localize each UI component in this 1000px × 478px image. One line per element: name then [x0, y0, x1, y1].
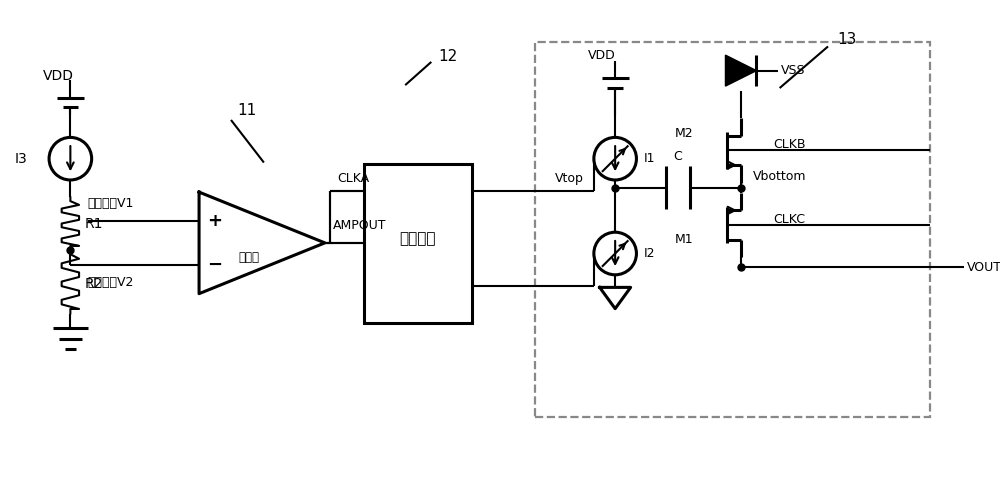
- Text: M1: M1: [675, 233, 694, 246]
- Text: +: +: [207, 212, 222, 229]
- Text: −: −: [207, 256, 222, 274]
- Bar: [364, 163, 472, 323]
- Text: AMPOUT: AMPOUT: [333, 219, 386, 232]
- Text: VOUT: VOUT: [966, 261, 1000, 273]
- Polygon shape: [725, 55, 756, 86]
- Text: 比较器: 比较器: [239, 251, 260, 264]
- Text: I2: I2: [644, 247, 656, 260]
- Text: 控制单元: 控制单元: [400, 231, 436, 246]
- Text: M2: M2: [675, 127, 694, 140]
- Text: Vbottom: Vbottom: [753, 170, 806, 183]
- Text: VDD: VDD: [43, 69, 74, 84]
- Text: R1: R1: [85, 217, 103, 230]
- Text: 12: 12: [438, 49, 457, 64]
- Bar: [535, 42, 930, 417]
- Text: R2: R2: [85, 276, 103, 291]
- Text: 13: 13: [838, 32, 857, 47]
- Text: CLKC: CLKC: [773, 213, 805, 226]
- Text: I1: I1: [644, 152, 656, 165]
- Text: 反馈电压V2: 反馈电压V2: [88, 276, 134, 289]
- Text: Vtop: Vtop: [555, 172, 584, 185]
- Text: 参考电压V1: 参考电压V1: [88, 196, 134, 210]
- Text: C: C: [674, 150, 682, 163]
- Text: VDD: VDD: [588, 49, 616, 62]
- Text: VSS: VSS: [781, 64, 805, 77]
- Text: CLKA: CLKA: [337, 172, 370, 185]
- Text: CLKB: CLKB: [773, 138, 805, 151]
- Text: I3: I3: [14, 152, 27, 166]
- Text: 11: 11: [238, 103, 257, 118]
